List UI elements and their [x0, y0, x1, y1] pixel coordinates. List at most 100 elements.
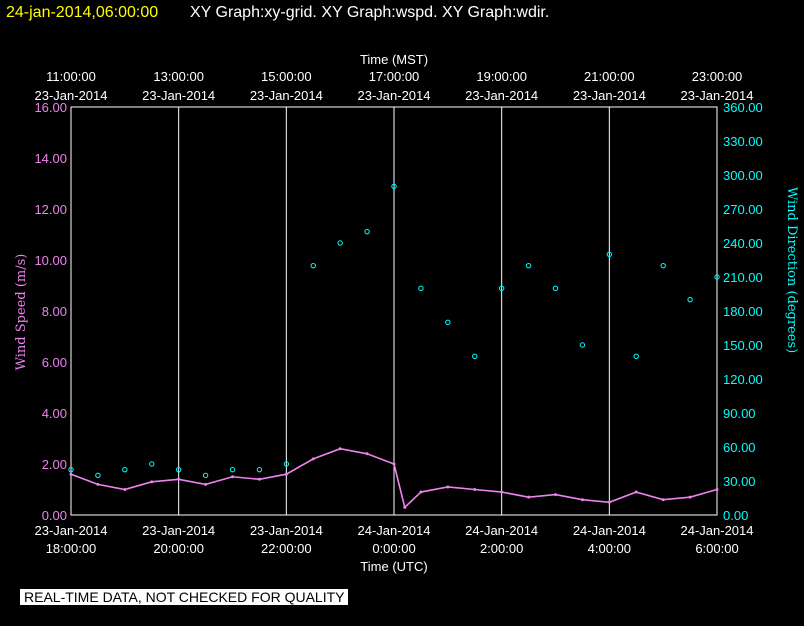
wind-speed-point — [392, 462, 396, 466]
wind-direction-point — [525, 262, 532, 269]
y-right-tick-label: 180.00 — [723, 304, 763, 319]
y-right-tick-label: 300.00 — [723, 168, 763, 183]
wind-speed-point — [446, 485, 450, 489]
x-top-tick-date: 23-Jan-2014 — [465, 88, 538, 103]
wind-direction-point — [633, 353, 639, 360]
wind-speed-point — [338, 447, 342, 451]
wind-speed-point — [177, 477, 181, 481]
wind-speed-point — [688, 495, 692, 499]
wind-speed-point — [715, 488, 719, 491]
wind-speed-line — [70, 447, 718, 509]
y-left-tick-label: 0.00 — [42, 508, 67, 523]
wind-direction-point — [445, 319, 451, 326]
y-right-tick-label: 90.00 — [723, 406, 756, 421]
x-bottom-tick-time: 18:00:00 — [46, 541, 97, 556]
wind-speed-point — [473, 488, 477, 491]
wind-direction-point — [472, 353, 478, 360]
wind-direction-point — [337, 240, 343, 246]
y-right-tick-label: 360.00 — [723, 100, 763, 115]
wind-direction-point — [175, 466, 182, 473]
y-right-tick-label: 330.00 — [723, 134, 763, 149]
x-bottom-tick-date: 24-Jan-2014 — [681, 523, 754, 538]
wind-direction-point — [606, 251, 613, 258]
y-right-axis-label: Wind Direction (degrees) — [784, 187, 799, 353]
x-top-tick-time: 13:00:00 — [153, 69, 204, 84]
wind-speed-point — [123, 488, 127, 491]
x-top-tick-date: 23-Jan-2014 — [681, 88, 754, 103]
x-top-tick-time: 11:00:00 — [46, 69, 96, 84]
y-right-tick-label: 270.00 — [723, 202, 763, 217]
wind-speed-point — [96, 482, 100, 486]
wind-direction-point — [229, 466, 236, 473]
y-left-tick-label: 16.00 — [34, 100, 67, 115]
wind-direction-point — [498, 285, 505, 292]
wind-speed-point — [69, 472, 73, 476]
header-title: XY Graph:xy-grid. XY Graph:wspd. XY Grap… — [190, 4, 549, 21]
x-bottom-tick-time: 22:00:00 — [261, 541, 312, 556]
wind-speed-point — [403, 505, 407, 509]
wind-speed-point — [419, 490, 423, 494]
wind-speed-point — [150, 480, 154, 484]
x-top-tick-date: 23-Jan-2014 — [358, 88, 431, 103]
wind-direction-point — [283, 461, 290, 467]
wind-direction-point — [660, 262, 666, 269]
x-top-tick-time: 19:00:00 — [476, 69, 527, 84]
wind-speed-point — [257, 477, 261, 481]
wind-direction-point — [552, 285, 559, 292]
y-right-tick-label: 240.00 — [723, 236, 763, 251]
x-bottom-tick-time: 20:00:00 — [153, 541, 204, 556]
y-left-tick-label: 12.00 — [34, 202, 67, 217]
x-top-tick-time: 23:00:00 — [692, 69, 743, 84]
wind-direction-series — [68, 183, 720, 479]
y-left-tick-label: 8.00 — [42, 304, 67, 319]
y-left-tick-label: 10.00 — [34, 253, 67, 268]
x-bottom-tick-date: 24-Jan-2014 — [465, 523, 538, 538]
y-left-tick-label: 4.00 — [42, 406, 67, 421]
wind-direction-point — [418, 285, 424, 292]
y-right-tick-label: 60.00 — [723, 440, 756, 455]
x-top-tick-time: 17:00:00 — [369, 69, 420, 84]
y-right-tick-label: 210.00 — [723, 270, 763, 285]
x-bottom-tick-date: 23-Jan-2014 — [142, 523, 215, 538]
x-top-tick-time: 21:00:00 — [584, 69, 635, 84]
axis-ticks: 23-Jan-2014 18:00:00 23-Jan-2014 20:00:00 23… — [34, 69, 762, 556]
x-bottom-tick-date: 23-Jan-2014 — [35, 523, 108, 538]
wind-direction-point — [579, 342, 586, 348]
wind-direction-point — [310, 262, 316, 269]
y-left-tick-label: 14.00 — [34, 151, 67, 166]
x-bottom-tick-date: 24-Jan-2014 — [573, 523, 646, 538]
quality-disclaimer: REAL-TIME DATA, NOT CHECKED FOR QUALITY — [20, 589, 349, 605]
x-bottom-tick-time: 6:00:00 — [695, 541, 738, 556]
wind-direction-point — [122, 466, 128, 473]
wind-direction-point — [714, 274, 720, 280]
y-right-tick-label: 150.00 — [723, 338, 763, 353]
x-bottom-tick-time: 0:00:00 — [372, 541, 415, 556]
wind-direction-point — [364, 228, 370, 235]
wind-speed-point — [500, 490, 504, 494]
header-datetime: 24-jan-2014,06:00:00 — [6, 4, 158, 21]
x-bottom-tick-time: 4:00:00 — [588, 541, 631, 556]
wind-speed-point — [580, 498, 584, 502]
wind-direction-point — [202, 472, 209, 479]
wind-speed-point — [661, 498, 665, 502]
y-left-tick-label: 2.00 — [42, 457, 67, 472]
x-top-tick-date: 23-Jan-2014 — [573, 88, 646, 103]
wind-direction-point — [95, 472, 101, 479]
y-left-axis-label: Wind Speed (m/s) — [14, 254, 29, 371]
x-bottom-tick-date: 24-Jan-2014 — [358, 523, 431, 538]
x-bottom-axis-label: Time (UTC) — [360, 559, 427, 574]
x-top-tick-date: 23-Jan-2014 — [142, 88, 215, 103]
y-right-tick-label: 0.00 — [723, 508, 748, 523]
x-top-tick-date: 23-Jan-2014 — [35, 88, 108, 103]
wind-direction-point — [68, 466, 74, 473]
wind-speed-point — [607, 500, 611, 504]
y-left-tick-label: 6.00 — [42, 355, 67, 370]
y-right-tick-label: 30.00 — [723, 474, 756, 489]
x-bottom-tick-time: 2:00:00 — [480, 541, 523, 556]
wind-speed-point — [284, 472, 288, 476]
wind-direction-point — [149, 461, 155, 467]
x-top-tick-time: 15:00:00 — [261, 69, 312, 84]
wind-speed-point — [554, 493, 557, 497]
x-top-axis-label: Time (MST) — [360, 52, 428, 67]
